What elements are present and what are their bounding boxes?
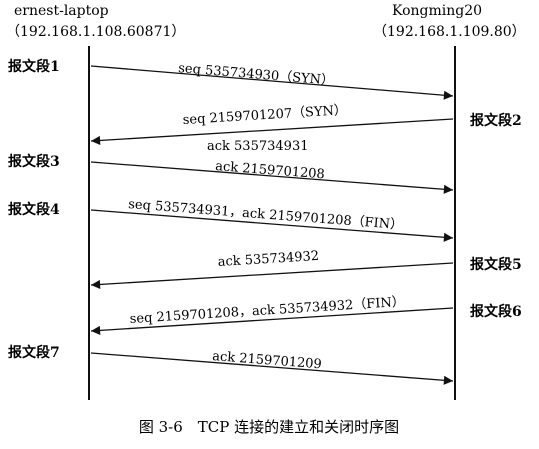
message-2-label-line-2: ack 535734931	[207, 139, 308, 154]
message-7-label: ack 2159701209	[212, 349, 323, 372]
message-7-arrow	[90, 352, 454, 385]
message-3-arrow	[90, 161, 454, 194]
message-3-label: ack 2159701208	[215, 159, 326, 182]
message-2-label-line-1: seq 2159701207（SYN）	[182, 103, 347, 128]
segment-3-label: 报文段3	[8, 153, 60, 170]
figure-caption: 图 3-6 TCP 连接的建立和关闭时序图	[139, 418, 399, 436]
message-6-arrow	[90, 307, 454, 335]
segment-5-label: 报文段5	[470, 256, 522, 273]
message-5-label: ack 535734932	[217, 249, 319, 270]
left-host-name: ernest-laptop	[14, 3, 109, 19]
message-2-arrow	[90, 118, 454, 145]
message-5-arrow	[90, 262, 454, 289]
message-6-label: seq 2159701208，ack 535734932（FIN）	[129, 295, 405, 327]
segment-1-label: 报文段1	[8, 58, 60, 75]
message-4-label: seq 535734931，ack 2159701208（FIN）	[128, 197, 404, 233]
message-1-arrow	[90, 65, 454, 100]
segment-6-label: 报文段6	[470, 303, 522, 320]
message-4-arrow	[90, 209, 454, 242]
segment-4-label: 报文段4	[8, 201, 60, 218]
right-host-address: （192.168.1.109.80）	[373, 24, 526, 40]
right-host-name: Kongming20	[392, 3, 482, 19]
left-host-address: （192.168.1.108.60871）	[6, 24, 185, 40]
segment-7-label: 报文段7	[8, 344, 60, 361]
message-1-label: seq 535734930（SYN）	[178, 61, 335, 89]
segment-2-label: 报文段2	[470, 112, 522, 129]
